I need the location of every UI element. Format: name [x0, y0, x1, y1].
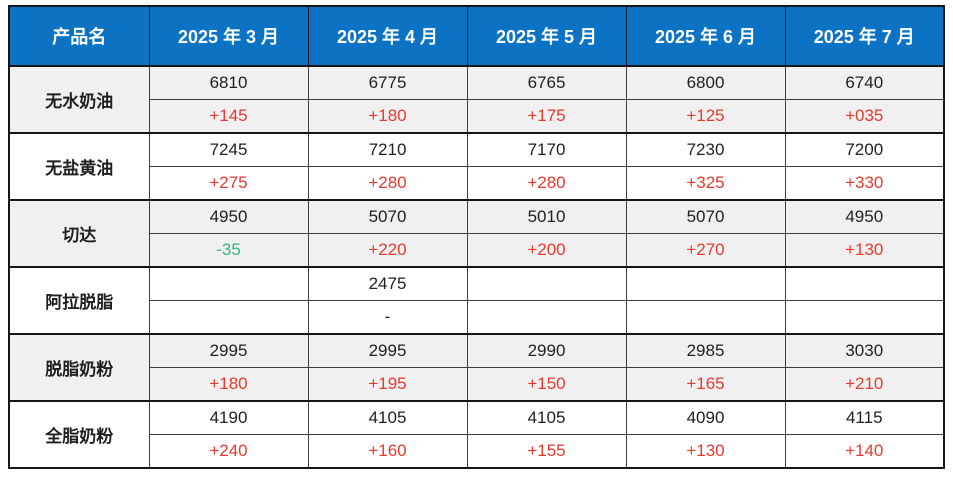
table-row: - [9, 300, 945, 335]
table-row: -35 +220 +200 +270 +130 [9, 233, 945, 268]
product-name: 阿拉脱脂 [8, 266, 150, 335]
change-cell: +220 [307, 233, 468, 268]
value-cell: 2995 [148, 333, 309, 368]
value-cell: 6740 [784, 65, 945, 100]
change-cell: +270 [625, 233, 786, 268]
change-cell: +280 [466, 166, 627, 201]
value-cell: 6775 [307, 65, 468, 100]
change-cell: +125 [625, 99, 786, 134]
header-month-apr: 2025 年 4 月 [307, 5, 468, 67]
change-cell [784, 300, 945, 335]
change-cell: +195 [307, 367, 468, 402]
value-cell [625, 266, 786, 301]
header-row: 产品名 2025 年 3 月 2025 年 4 月 2025 年 5 月 202… [8, 5, 945, 67]
change-cell: +175 [466, 99, 627, 134]
product-name: 脱脂奶粉 [8, 333, 150, 402]
value-cell: 2990 [466, 333, 627, 368]
value-cell: 5070 [307, 199, 468, 234]
table-row: 切达 4950 5070 5010 5070 4950 [8, 199, 945, 268]
table-row: 阿拉脱脂 2475 [8, 266, 945, 335]
table-row: 脱脂奶粉 2995 2995 2990 2985 3030 [8, 333, 945, 402]
value-cell: 2985 [625, 333, 786, 368]
change-cell: +280 [307, 166, 468, 201]
table-row: +180 +195 +150 +165 +210 [9, 367, 945, 402]
table-row: +275 +280 +280 +325 +330 [9, 166, 945, 201]
value-cell [466, 266, 627, 301]
value-cell: 7245 [148, 132, 309, 167]
change-cell: +130 [784, 233, 945, 268]
change-cell: +130 [625, 434, 786, 469]
change-cell: +180 [307, 99, 468, 134]
value-cell: 4115 [784, 400, 945, 435]
change-cell: +330 [784, 166, 945, 201]
value-cell: 4950 [784, 199, 945, 234]
value-cell: 4105 [307, 400, 468, 435]
change-cell: +145 [148, 99, 309, 134]
table-row: +240 +160 +155 +130 +140 [9, 434, 945, 469]
change-cell: +140 [784, 434, 945, 469]
value-cell: 6810 [148, 65, 309, 100]
value-cell: 5070 [625, 199, 786, 234]
value-cell: 6765 [466, 65, 627, 100]
value-cell: 3030 [784, 333, 945, 368]
change-cell: +325 [625, 166, 786, 201]
change-cell [466, 300, 627, 335]
change-cell [625, 300, 786, 335]
header-month-may: 2025 年 5 月 [466, 5, 627, 67]
value-cell: 7230 [625, 132, 786, 167]
change-cell: +160 [307, 434, 468, 469]
value-cell [784, 266, 945, 301]
value-cell: 7210 [307, 132, 468, 167]
value-cell: 4105 [466, 400, 627, 435]
value-cell [148, 266, 309, 301]
product-name: 无水奶油 [8, 65, 150, 134]
table-row: 无盐黄油 7245 7210 7170 7230 7200 [8, 132, 945, 201]
change-cell: +200 [466, 233, 627, 268]
product-name: 无盐黄油 [8, 132, 150, 201]
product-name: 切达 [8, 199, 150, 268]
product-name: 全脂奶粉 [8, 400, 150, 469]
change-cell: +165 [625, 367, 786, 402]
change-cell: +155 [466, 434, 627, 469]
change-cell: +210 [784, 367, 945, 402]
value-cell: 4190 [148, 400, 309, 435]
table-row: 无水奶油 6810 6775 6765 6800 6740 [8, 65, 945, 134]
value-cell: 6800 [625, 65, 786, 100]
change-cell: +275 [148, 166, 309, 201]
price-table: 产品名 2025 年 3 月 2025 年 4 月 2025 年 5 月 202… [8, 5, 945, 469]
table-row: +145 +180 +175 +125 +035 [9, 99, 945, 134]
header-month-jun: 2025 年 6 月 [625, 5, 786, 67]
value-cell: 2475 [307, 266, 468, 301]
header-product-name: 产品名 [8, 5, 150, 67]
value-cell: 7170 [466, 132, 627, 167]
change-cell: +180 [148, 367, 309, 402]
change-cell [148, 300, 309, 335]
value-cell: 5010 [466, 199, 627, 234]
change-cell: +150 [466, 367, 627, 402]
change-cell: - [307, 300, 468, 335]
header-month-jul: 2025 年 7 月 [784, 5, 945, 67]
change-cell: +240 [148, 434, 309, 469]
value-cell: 4950 [148, 199, 309, 234]
header-month-mar: 2025 年 3 月 [148, 5, 309, 67]
value-cell: 2995 [307, 333, 468, 368]
change-cell: -35 [148, 233, 309, 268]
change-cell: +035 [784, 99, 945, 134]
value-cell: 4090 [625, 400, 786, 435]
value-cell: 7200 [784, 132, 945, 167]
table-row: 全脂奶粉 4190 4105 4105 4090 4115 [8, 400, 945, 469]
